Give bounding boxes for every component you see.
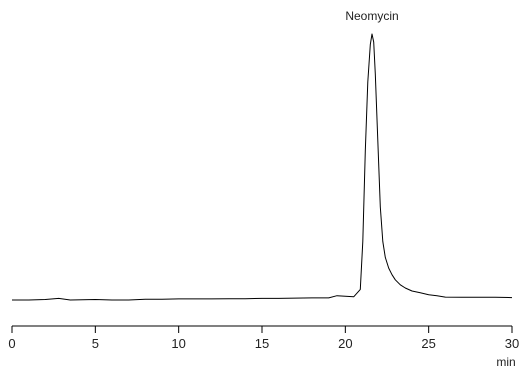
peak-annotation-neomycin: Neomycin xyxy=(345,9,398,23)
x-tick-label-25: 25 xyxy=(421,336,435,351)
x-tick-label-0: 0 xyxy=(8,336,15,351)
chromatogram-trace xyxy=(12,33,513,301)
x-axis-ticks: 0 5 10 15 20 25 30 xyxy=(8,326,519,351)
x-tick-label-5: 5 xyxy=(92,336,99,351)
x-tick-label-15: 15 xyxy=(255,336,269,351)
x-tick-label-20: 20 xyxy=(338,336,352,351)
x-axis-unit-label: min xyxy=(496,355,515,369)
x-tick-label-10: 10 xyxy=(171,336,185,351)
x-tick-label-30: 30 xyxy=(505,336,519,351)
